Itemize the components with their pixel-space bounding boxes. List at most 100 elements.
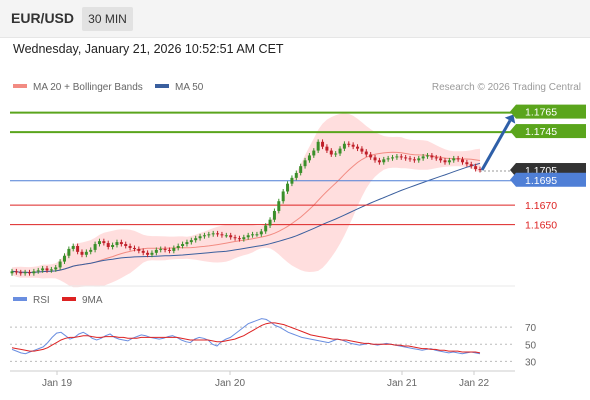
candle-body — [369, 154, 373, 158]
candle-body — [27, 272, 31, 274]
candle-body — [334, 153, 338, 155]
level-label-1.1670: 1.1670 — [525, 200, 557, 212]
forecast-arrow-head — [504, 114, 516, 124]
candle-body — [430, 155, 434, 158]
forecast-arrow-shaft — [480, 119, 512, 171]
rsi-panel: 70 50 30 — [10, 318, 537, 368]
legend-ma50-swatch — [155, 84, 169, 88]
header-bar: EUR/USD 30 MIN — [0, 0, 590, 38]
candle-body — [268, 219, 272, 226]
candle-body — [172, 247, 176, 251]
level-label-1.1650: 1.1650 — [525, 220, 557, 232]
candle-body — [45, 268, 49, 271]
candle-body — [67, 248, 71, 256]
legend-ma20-label: MA 20 + Bollinger Bands — [33, 82, 143, 93]
symbol-label: EUR/USD — [11, 10, 75, 26]
rsi-tick-30: 30 — [525, 357, 537, 368]
candle-body — [421, 156, 425, 159]
candle-body — [351, 144, 355, 147]
candle-body — [76, 246, 80, 252]
candle-body — [395, 156, 399, 158]
candle-body — [329, 150, 333, 155]
candle-body — [115, 242, 119, 246]
candle-body — [286, 183, 290, 192]
candle-body — [159, 248, 163, 250]
candle-body — [207, 234, 211, 236]
candle-body — [307, 155, 311, 161]
candle-body — [220, 234, 224, 236]
level-badge-pointer-1.1705 — [510, 163, 516, 178]
rsi-series-9MA — [11, 322, 481, 354]
candle-body — [373, 157, 377, 161]
x-axis: Jan 19 Jan 20 Jan 21 Jan 22 — [42, 371, 489, 389]
candle-body — [399, 156, 403, 158]
candle-body — [251, 234, 255, 236]
candle-body — [185, 242, 189, 245]
candle-body — [259, 231, 263, 235]
level-badge-pointer-1.1765 — [510, 104, 516, 119]
candle-body — [303, 160, 307, 167]
candle-body — [49, 269, 53, 271]
legend-rsi-label: RSI — [33, 295, 50, 306]
candle-body — [224, 235, 228, 237]
candle-body — [181, 244, 185, 246]
candle-body — [124, 244, 128, 246]
candle-body — [325, 146, 329, 151]
credit-label: Research © 2026 Trading Central — [432, 82, 581, 93]
legend-rsi-swatch — [13, 297, 27, 301]
candle-body — [176, 246, 180, 248]
candle-body — [412, 159, 416, 161]
candle-body — [356, 146, 360, 149]
candle-body — [447, 160, 451, 163]
candle-body — [71, 246, 75, 249]
candle-body — [137, 248, 141, 251]
candle-body — [386, 158, 390, 160]
candle-body — [141, 250, 145, 253]
candle-body — [474, 166, 478, 170]
candle-body — [391, 157, 395, 159]
candle-body — [312, 150, 316, 156]
x-tick-label-Jan-21: Jan 21 — [387, 378, 417, 389]
candle-body — [360, 148, 364, 152]
candle-body — [461, 159, 465, 163]
candle-body — [41, 268, 45, 271]
candle-body — [19, 272, 23, 274]
candle-body — [150, 252, 154, 255]
candle-body — [347, 143, 351, 145]
candle-body — [36, 270, 40, 272]
candle-body — [377, 160, 381, 163]
candle-body — [465, 162, 469, 165]
candle-body — [189, 240, 193, 243]
legend-ma20-swatch — [13, 84, 27, 88]
x-tick-label-Jan-22: Jan 22 — [459, 378, 489, 389]
candle-body — [299, 166, 303, 173]
candle-body — [434, 157, 438, 159]
candle-body — [469, 164, 473, 167]
candle-body — [119, 242, 123, 245]
x-tick-label-Jan-20: Jan 20 — [215, 378, 245, 389]
candle-body — [426, 155, 430, 157]
candle-body — [211, 233, 215, 235]
candle-body — [264, 225, 268, 232]
timeframe-button[interactable]: 30 MIN — [82, 7, 133, 31]
candle-body — [237, 238, 241, 240]
candle-body — [10, 271, 14, 274]
candle-body — [417, 158, 421, 161]
rsi-tick-70: 70 — [525, 323, 537, 334]
level-badge-text-1.1745: 1.1745 — [525, 126, 557, 138]
candle-body — [439, 158, 443, 161]
candle-body — [14, 271, 18, 273]
candle-body — [111, 245, 115, 247]
ma50-line — [11, 162, 481, 274]
level-badge-1.1745 — [516, 124, 586, 139]
level-badge-text-1.1695: 1.1695 — [525, 175, 557, 187]
candle-body — [242, 237, 246, 240]
candle-body — [167, 249, 171, 251]
candle-body — [58, 261, 62, 268]
legend-9ma-swatch — [62, 297, 76, 301]
candle-body — [443, 160, 447, 163]
candle-body — [132, 247, 136, 249]
